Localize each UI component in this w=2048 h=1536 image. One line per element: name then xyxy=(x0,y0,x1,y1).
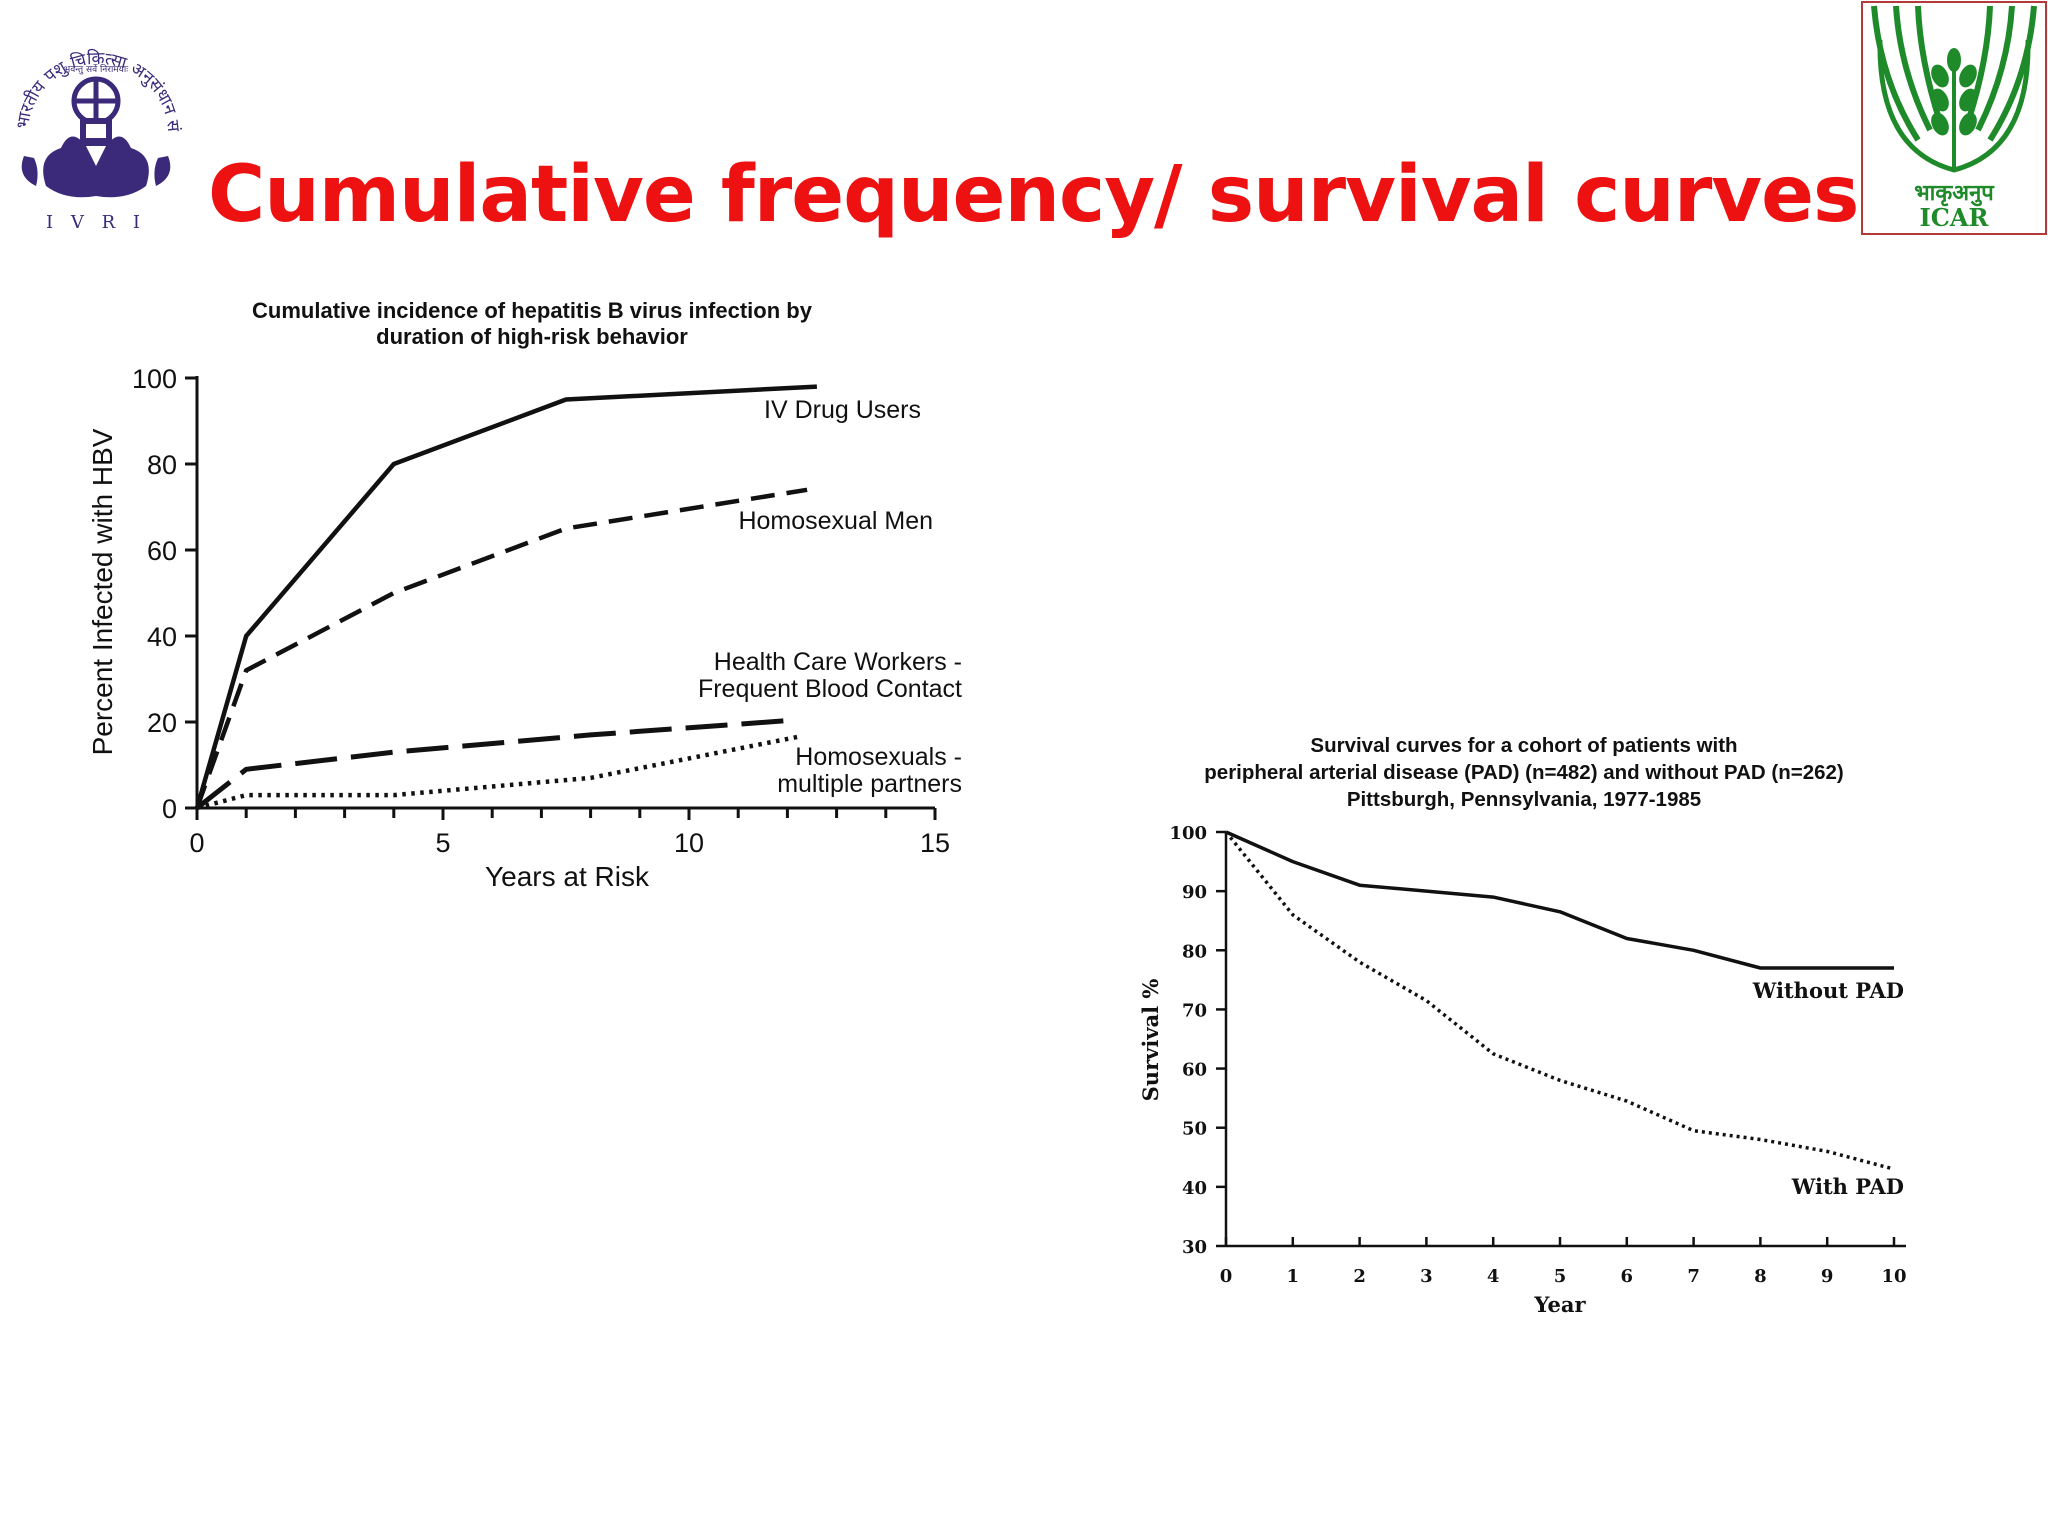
pad-y-tick-label: 60 xyxy=(1182,1060,1207,1081)
hbv-series-label: IV Drug Users xyxy=(764,396,921,424)
pad-title-line-1: Survival curves for a cohort of patients… xyxy=(1310,734,1737,757)
pad-x-label: Year xyxy=(1533,1292,1586,1317)
ivri-emblem-icon xyxy=(21,76,171,198)
hbv-y-label: Percent Infected with HBV xyxy=(87,428,118,755)
icar-abbrev: ICAR xyxy=(1920,203,1990,232)
icar-wheat-icon: भाकृअनुप ICAR xyxy=(1871,5,2037,232)
hbv-title-line-1: Cumulative incidence of hepatitis B viru… xyxy=(252,298,813,323)
hbv-series-homosexuals-multiple-partners xyxy=(196,734,798,811)
hbv-x-tick-label: 15 xyxy=(920,828,950,858)
hbv-y-tick-label: 100 xyxy=(132,364,177,394)
pad-x-tick-label: 9 xyxy=(1821,1266,1834,1287)
hbv-x-label: Years at Risk xyxy=(485,861,650,892)
pad-series-with-pad xyxy=(1224,830,1895,1171)
pad-y-tick-label: 70 xyxy=(1182,1000,1207,1021)
hbv-y-tick-label: 0 xyxy=(162,794,177,824)
hbv-y-tick-label: 20 xyxy=(147,708,177,738)
pad-x-tick-label: 2 xyxy=(1353,1266,1366,1287)
icar-devanagari: भाकृअनुप xyxy=(1914,181,1995,207)
hbv-y-tick-label: 60 xyxy=(147,536,177,566)
pad-x-tick-label: 0 xyxy=(1220,1266,1233,1287)
icar-logo: भाकृअनुप ICAR xyxy=(1860,0,2048,241)
pad-x-tick-label: 1 xyxy=(1287,1266,1300,1287)
pad-series-without-pad xyxy=(1225,830,1894,970)
pad-title-line-3: Pittsburgh, Pennsylvania, 1977-1985 xyxy=(1347,788,1701,811)
hbv-series-label: Homosexual Men xyxy=(738,507,933,535)
pad-y-tick-label: 50 xyxy=(1182,1119,1207,1140)
hbv-chart-title: Cumulative incidence of hepatitis B viru… xyxy=(252,298,813,349)
hbv-x-tick-label: 0 xyxy=(189,828,204,858)
pad-x-tick-label: 3 xyxy=(1420,1266,1433,1287)
hbv-title-line-2: duration of high-risk behavior xyxy=(376,324,688,349)
hbv-axes xyxy=(195,376,935,810)
hbv-series-health-care-workers-frequent-blood-contact xyxy=(195,717,798,810)
pad-x-tick-label: 6 xyxy=(1621,1266,1634,1287)
hbv-series-label: Health Care Workers - xyxy=(714,648,962,676)
pad-x-tick-label: 4 xyxy=(1487,1266,1500,1287)
pad-x-tick-label: 7 xyxy=(1687,1266,1700,1287)
slide-title: Cumulative frequency/ survival curves xyxy=(208,150,1859,240)
pad-series-label: Without PAD xyxy=(1752,978,1904,1003)
hbv-y-tick-label: 80 xyxy=(147,450,177,480)
pad-y-tick-label: 100 xyxy=(1169,823,1207,844)
pad-y-tick-label: 80 xyxy=(1182,941,1207,962)
pad-axes xyxy=(1224,832,1906,1248)
pad-y-tick-label: 90 xyxy=(1182,882,1207,903)
hbv-series-homosexual-men xyxy=(194,487,808,809)
ivri-motto: भवन्तु सर्वे निरामयाः xyxy=(64,63,128,75)
hbv-series-label: multiple partners xyxy=(777,770,962,798)
pad-x-tick-label: 8 xyxy=(1754,1266,1767,1287)
pad-title-line-2: peripheral arterial disease (PAD) (n=482… xyxy=(1204,761,1843,784)
pad-y-tick-label: 30 xyxy=(1182,1237,1207,1258)
ivri-abbrev: I V R I xyxy=(46,212,146,233)
hbv-series-label: Frequent Blood Contact xyxy=(698,675,962,703)
hbv-x-tick-label: 5 xyxy=(435,828,450,858)
pad-y-label: Survival % xyxy=(1138,979,1163,1102)
pad-series-label: With PAD xyxy=(1791,1174,1904,1199)
pad-y-tick-label: 40 xyxy=(1182,1178,1207,1199)
pad-x-tick-label: 5 xyxy=(1554,1266,1567,1287)
ivri-logo: भारतीय पशु चिकित्सा अनुसंधान संस्थान भवन… xyxy=(0,0,186,241)
hbv-series-iv-drug-users xyxy=(194,384,818,809)
hbv-y-tick-label: 40 xyxy=(147,622,177,652)
pad-chart-title: Survival curves for a cohort of patients… xyxy=(1204,734,1843,811)
hbv-series-label: Homosexuals - xyxy=(795,743,962,771)
pad-x-tick-label: 10 xyxy=(1881,1266,1906,1287)
hbv-x-tick-label: 10 xyxy=(674,828,704,858)
